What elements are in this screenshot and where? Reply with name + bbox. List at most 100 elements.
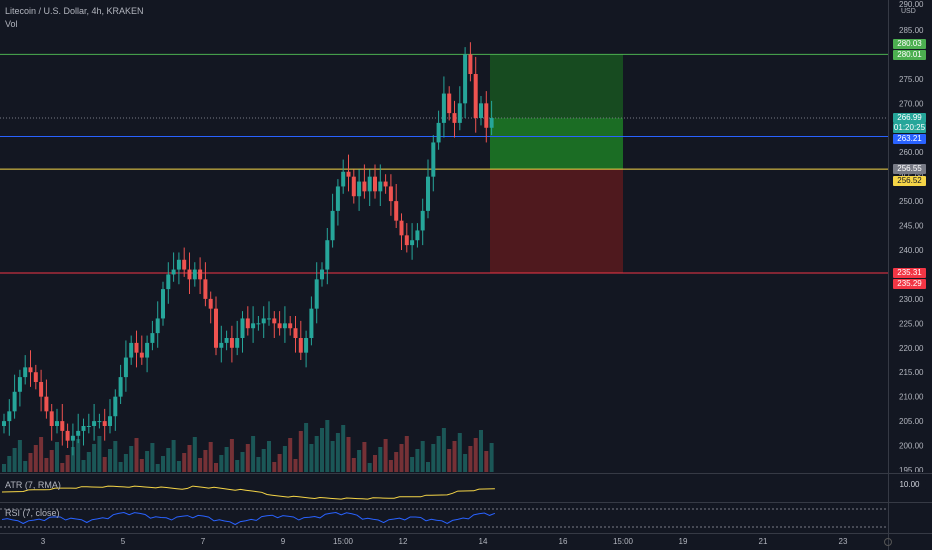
candle-body xyxy=(367,176,372,192)
candle-body xyxy=(404,235,409,246)
stop-price-tag-bottom: 235.29 xyxy=(893,279,926,289)
volume-bar xyxy=(55,442,59,472)
pane-separator-1[interactable] xyxy=(0,473,932,474)
candle-body xyxy=(256,323,261,325)
volume-bar xyxy=(346,437,351,472)
price-tick: 260.00 xyxy=(899,148,924,157)
volume-bar xyxy=(431,444,436,472)
volume-bar xyxy=(335,433,340,472)
time-label-23: 23 xyxy=(838,537,848,546)
volume-bar xyxy=(388,460,393,472)
candle-body xyxy=(198,269,203,280)
atr-svg xyxy=(1,485,495,500)
entry-price-tag-bottom: 256.52 xyxy=(893,176,926,186)
volume-bar xyxy=(70,447,75,472)
symbol-title[interactable]: Litecoin / U.S. Dollar, 4h, KRAKEN xyxy=(5,6,144,16)
candle-body xyxy=(192,269,197,280)
candle-body xyxy=(240,318,245,338)
price-axis[interactable]: 290.00285.00280.00275.00270.00265.00260.… xyxy=(889,0,932,533)
volume-bar xyxy=(224,447,229,472)
time-axis[interactable]: 3 5 7 9 15:00 12 14 16 15:00 19 21 23 xyxy=(0,534,888,550)
volume-bar xyxy=(378,447,383,472)
candle-body xyxy=(330,210,335,241)
volume-bar xyxy=(351,458,356,472)
volume-bar xyxy=(23,461,28,472)
currency-label: USD xyxy=(901,8,916,15)
candle-body xyxy=(145,342,150,358)
volume-bar xyxy=(33,445,38,472)
volume-bar xyxy=(394,452,399,472)
atr-line xyxy=(1,485,495,500)
volume-bar xyxy=(399,444,404,472)
rsi-line xyxy=(1,511,496,526)
candle-body xyxy=(399,220,404,236)
volume-bar xyxy=(219,455,224,472)
candle-body xyxy=(410,240,415,246)
volume-bar xyxy=(282,446,287,472)
volume-bar xyxy=(484,451,489,472)
candle-body xyxy=(272,318,277,324)
candle-body xyxy=(452,113,457,123)
volume-bar xyxy=(235,460,240,472)
price-chart-svg[interactable] xyxy=(0,0,888,472)
volume-bar xyxy=(426,462,430,472)
candle-body xyxy=(341,171,346,187)
volume-bar xyxy=(145,451,150,472)
candle-body xyxy=(224,338,229,343)
volume-bar xyxy=(161,456,165,472)
candle-body xyxy=(76,430,81,436)
candle-body xyxy=(44,396,49,412)
candle-body xyxy=(102,421,107,426)
volume-bar xyxy=(203,450,208,472)
candle-body xyxy=(176,259,181,270)
volume-bar xyxy=(436,436,441,472)
volume-bar xyxy=(108,449,112,472)
rsi-pane[interactable]: RSI (7, close) xyxy=(0,503,888,533)
candle-body xyxy=(426,176,430,211)
price-axis-svg: 290.00285.00280.00275.00270.00265.00260.… xyxy=(899,0,924,472)
volume-bar xyxy=(447,449,452,472)
rsi-svg xyxy=(0,508,888,528)
candle-body xyxy=(431,142,436,177)
candle-body xyxy=(33,372,38,382)
time-label-3: 3 xyxy=(40,537,46,546)
pane-separator-2[interactable] xyxy=(0,502,932,503)
candle-body xyxy=(378,181,383,192)
candle-body xyxy=(81,426,86,431)
rsi-label[interactable]: RSI (7, close) xyxy=(5,508,60,518)
target-price-tag-bottom: 280.01 xyxy=(893,50,926,60)
volume-bar xyxy=(468,446,473,472)
candle-body xyxy=(282,323,287,329)
price-tick: 240.00 xyxy=(899,246,924,255)
volume-bar xyxy=(12,448,17,472)
volume-bar xyxy=(176,461,181,472)
candle-body xyxy=(473,74,478,118)
candle-body xyxy=(86,426,91,427)
price-tick: 195.00 xyxy=(899,466,924,472)
candle-body xyxy=(118,377,123,397)
atr-pane[interactable]: ATR (7, RMA) xyxy=(0,474,888,502)
volume-bar xyxy=(81,460,86,472)
entry-price-tag-top: 256.55 xyxy=(893,164,926,174)
volume-bar xyxy=(463,454,468,472)
volume-bar xyxy=(118,462,123,472)
price-tick: 290.00 xyxy=(899,0,924,9)
atr-label[interactable]: ATR (7, RMA) xyxy=(5,480,61,490)
candle-body xyxy=(155,318,160,334)
candle-body xyxy=(219,342,224,348)
candle-body xyxy=(17,377,22,392)
volume-bar xyxy=(139,459,144,472)
candle-body xyxy=(235,338,240,348)
time-label-5: 5 xyxy=(120,537,126,546)
price-chart-pane[interactable]: Litecoin / U.S. Dollar, 4h, KRAKEN Vol xyxy=(0,0,888,472)
time-axis-separator xyxy=(0,533,932,534)
candle-body xyxy=(70,435,75,441)
candle-body xyxy=(28,367,33,373)
volume-label[interactable]: Vol xyxy=(5,19,18,29)
time-label-21: 21 xyxy=(758,537,768,546)
candle-body xyxy=(123,357,128,378)
candle-body xyxy=(150,333,155,343)
time-label-9: 9 xyxy=(280,537,286,546)
price-tick: 230.00 xyxy=(899,295,924,304)
gear-icon[interactable] xyxy=(884,538,892,546)
